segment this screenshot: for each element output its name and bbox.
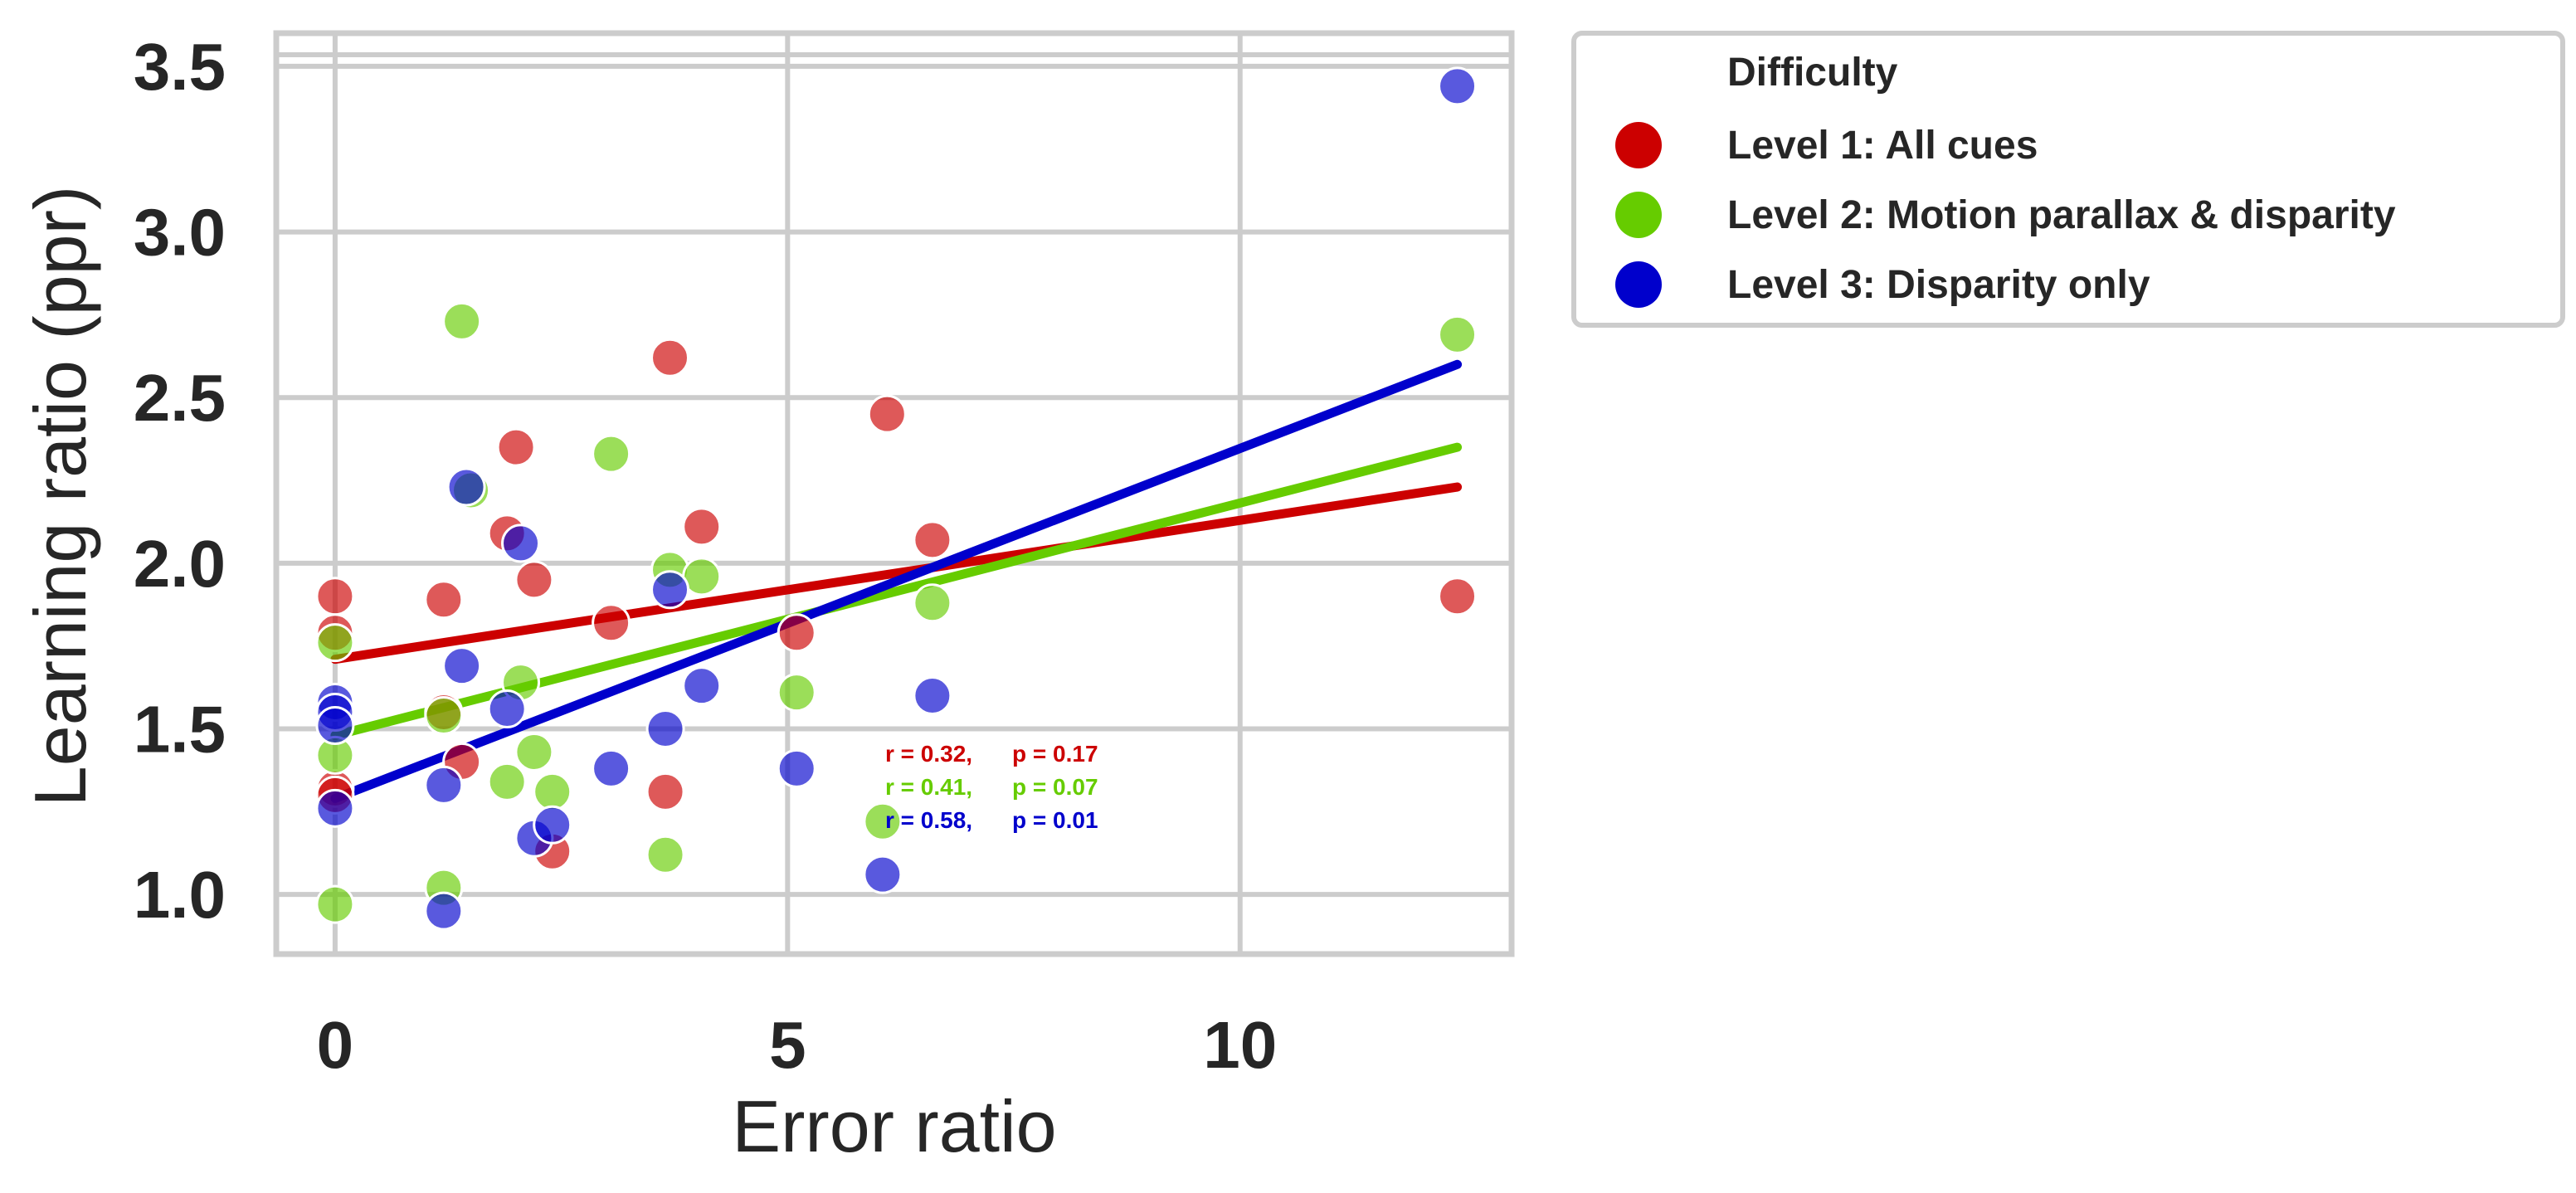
data-point xyxy=(442,646,482,686)
x-axis-label: Error ratio xyxy=(732,1085,1056,1167)
legend: Difficulty Level 1: All cues Level 2: Mot… xyxy=(1571,31,2565,328)
legend-marker xyxy=(1615,122,1662,168)
data-point xyxy=(514,560,554,600)
data-point xyxy=(913,583,952,623)
data-point xyxy=(863,801,903,841)
plot-frame xyxy=(273,30,1515,957)
legend-items: Level 1: All cues Level 2: Motion paralla… xyxy=(1615,122,2396,308)
legend-label: Level 1: All cues xyxy=(1727,124,2038,168)
data-point xyxy=(867,394,907,434)
data-point xyxy=(913,676,952,716)
y-tick-label: 3.5 xyxy=(134,30,226,104)
grid-lines xyxy=(276,33,1512,954)
data-point xyxy=(1438,66,1478,106)
stat-p: p = 0.17 xyxy=(1012,741,1098,767)
y-tick-label: 2.0 xyxy=(134,527,226,601)
data-point xyxy=(315,788,355,828)
stat-r: r = 0.32, xyxy=(885,741,972,767)
data-point xyxy=(424,765,464,805)
data-point xyxy=(315,577,355,616)
y-tick-label: 1.0 xyxy=(134,858,226,932)
data-point xyxy=(1438,577,1478,616)
correlation-stats: r = 0.32, p = 0.17 r = 0.41, p = 0.07 r = 0.… xyxy=(885,741,1098,833)
data-point xyxy=(496,427,536,467)
x-tick-label: 0 xyxy=(317,1008,354,1082)
data-point xyxy=(682,666,722,706)
stat-p: p = 0.07 xyxy=(1012,774,1098,800)
legend-marker xyxy=(1615,192,1662,238)
x-tick-label: 10 xyxy=(1203,1008,1277,1082)
data-point xyxy=(487,689,527,729)
data-point xyxy=(315,705,355,745)
data-point xyxy=(645,835,685,874)
data-point xyxy=(446,467,486,507)
data-point xyxy=(645,772,685,811)
data-point xyxy=(514,732,554,772)
stat-p: p = 0.01 xyxy=(1012,807,1098,833)
data-point xyxy=(777,673,816,713)
stat-r: r = 0.41, xyxy=(885,774,972,800)
data-point xyxy=(487,762,527,801)
x-axis-ticks: 0 5 10 xyxy=(317,1008,1278,1082)
data-point xyxy=(315,623,355,663)
legend-title: Difficulty xyxy=(1727,51,1898,95)
data-point xyxy=(777,613,816,653)
y-tick-label: 2.5 xyxy=(134,361,226,435)
data-point xyxy=(777,748,816,788)
data-point xyxy=(682,507,722,547)
legend-label: Level 2: Motion parallax & disparity xyxy=(1727,193,2396,237)
legend-box xyxy=(1571,31,2565,328)
legend-marker xyxy=(1615,261,1662,308)
data-point xyxy=(424,696,464,736)
data-point xyxy=(1438,314,1478,354)
data-point xyxy=(533,772,572,811)
y-tick-label: 1.5 xyxy=(134,692,226,766)
data-point xyxy=(592,603,631,643)
data-point xyxy=(501,523,541,563)
y-tick-label: 3.0 xyxy=(134,196,226,270)
data-point xyxy=(592,434,631,474)
data-point xyxy=(315,884,355,924)
data-point xyxy=(592,748,631,788)
y-axis-ticks: 1.0 1.5 2.0 2.5 3.0 3.5 xyxy=(134,30,226,932)
data-point xyxy=(533,805,572,845)
y-axis-label: Learning ratio (ppr) xyxy=(19,186,101,806)
data-points xyxy=(315,66,1478,931)
legend-label: Level 3: Disparity only xyxy=(1727,263,2150,307)
data-point xyxy=(650,570,690,610)
data-point xyxy=(424,580,464,620)
regression-line xyxy=(330,359,1463,803)
stat-r: r = 0.58, xyxy=(885,807,972,833)
regression-line xyxy=(330,482,1463,665)
data-point xyxy=(424,891,464,931)
data-point xyxy=(863,855,903,894)
data-point xyxy=(442,301,482,341)
data-point xyxy=(645,708,685,748)
data-point xyxy=(650,338,690,377)
x-tick-label: 5 xyxy=(769,1008,806,1082)
data-point xyxy=(913,520,952,560)
